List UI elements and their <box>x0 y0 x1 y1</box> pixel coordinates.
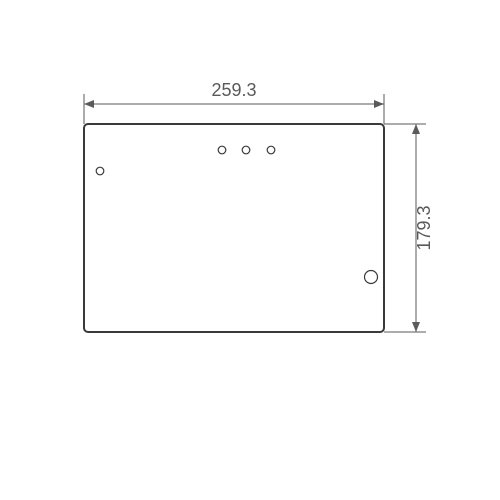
hole-top-center3 <box>267 146 275 154</box>
hole-top-center2 <box>242 146 250 154</box>
panel-outline <box>84 124 384 332</box>
height-dimension-label: 179.3 <box>414 205 434 250</box>
hole-right-large <box>365 271 378 284</box>
width-dimension: 259.3 <box>84 80 384 124</box>
dimension-drawing: 259.3 179.3 <box>0 0 500 500</box>
holes-group <box>96 146 377 283</box>
width-dimension-label: 259.3 <box>211 80 256 100</box>
hole-top-left <box>96 167 104 175</box>
height-dimension: 179.3 <box>384 124 434 332</box>
hole-top-center1 <box>218 146 226 154</box>
